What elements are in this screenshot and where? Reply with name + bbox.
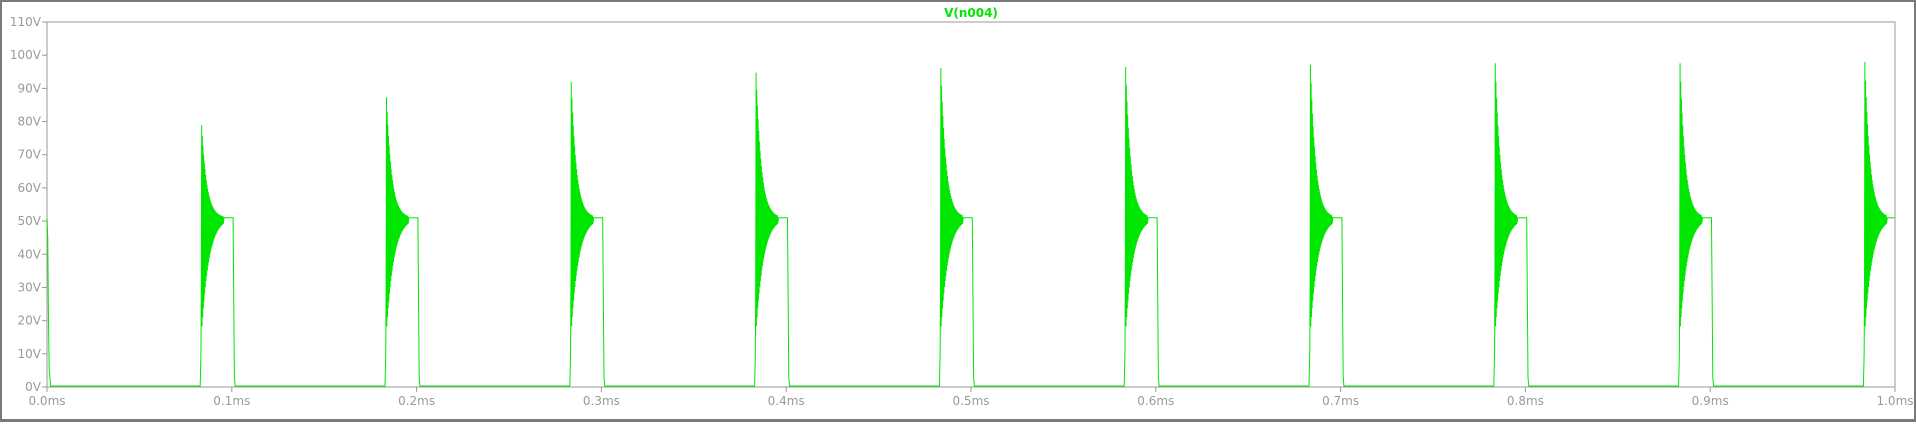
y-tick-label: 20V bbox=[18, 314, 42, 328]
x-tick-label: 0.0ms bbox=[28, 394, 65, 408]
y-tick-label: 50V bbox=[18, 214, 42, 228]
plot-frame bbox=[46, 21, 1896, 388]
x-tick-label: 0.6ms bbox=[1137, 394, 1174, 408]
x-tick-label: 0.4ms bbox=[768, 394, 805, 408]
y-tick-label: 0V bbox=[25, 380, 42, 394]
trace-v-n004 bbox=[46, 61, 1895, 387]
trace-title[interactable]: V(n004) bbox=[944, 6, 998, 20]
y-tick-label: 90V bbox=[18, 81, 42, 95]
x-tick-label: 1.0ms bbox=[1876, 394, 1913, 408]
x-axis: 0.0ms 0.1ms 0.2ms 0.3ms 0.4ms 0.5ms 0.6ms 0.7ms… bbox=[28, 387, 1914, 408]
y-tick-label: 100V bbox=[10, 48, 42, 62]
x-tick-label: 0.5ms bbox=[952, 394, 989, 408]
y-tick-label: 40V bbox=[18, 247, 42, 261]
x-tick-label: 0.9ms bbox=[1692, 394, 1729, 408]
x-tick-label: 0.7ms bbox=[1322, 394, 1359, 408]
x-tick-label: 0.2ms bbox=[398, 394, 435, 408]
y-axis: 0V 10V 20V 30V 40V 50V 60V 70V 80V 90V 100V 110V bbox=[10, 15, 47, 394]
x-tick-label: 0.8ms bbox=[1507, 394, 1544, 408]
y-tick-label: 10V bbox=[18, 347, 42, 361]
y-tick-label: 80V bbox=[18, 115, 42, 129]
y-tick-label: 60V bbox=[18, 181, 42, 195]
x-tick-label: 0.3ms bbox=[583, 394, 620, 408]
y-tick-label: 70V bbox=[18, 148, 42, 162]
trace-group bbox=[46, 61, 1895, 387]
y-tick-label: 110V bbox=[10, 15, 42, 29]
x-tick-label: 0.1ms bbox=[213, 394, 250, 408]
y-tick-label: 30V bbox=[18, 280, 42, 294]
